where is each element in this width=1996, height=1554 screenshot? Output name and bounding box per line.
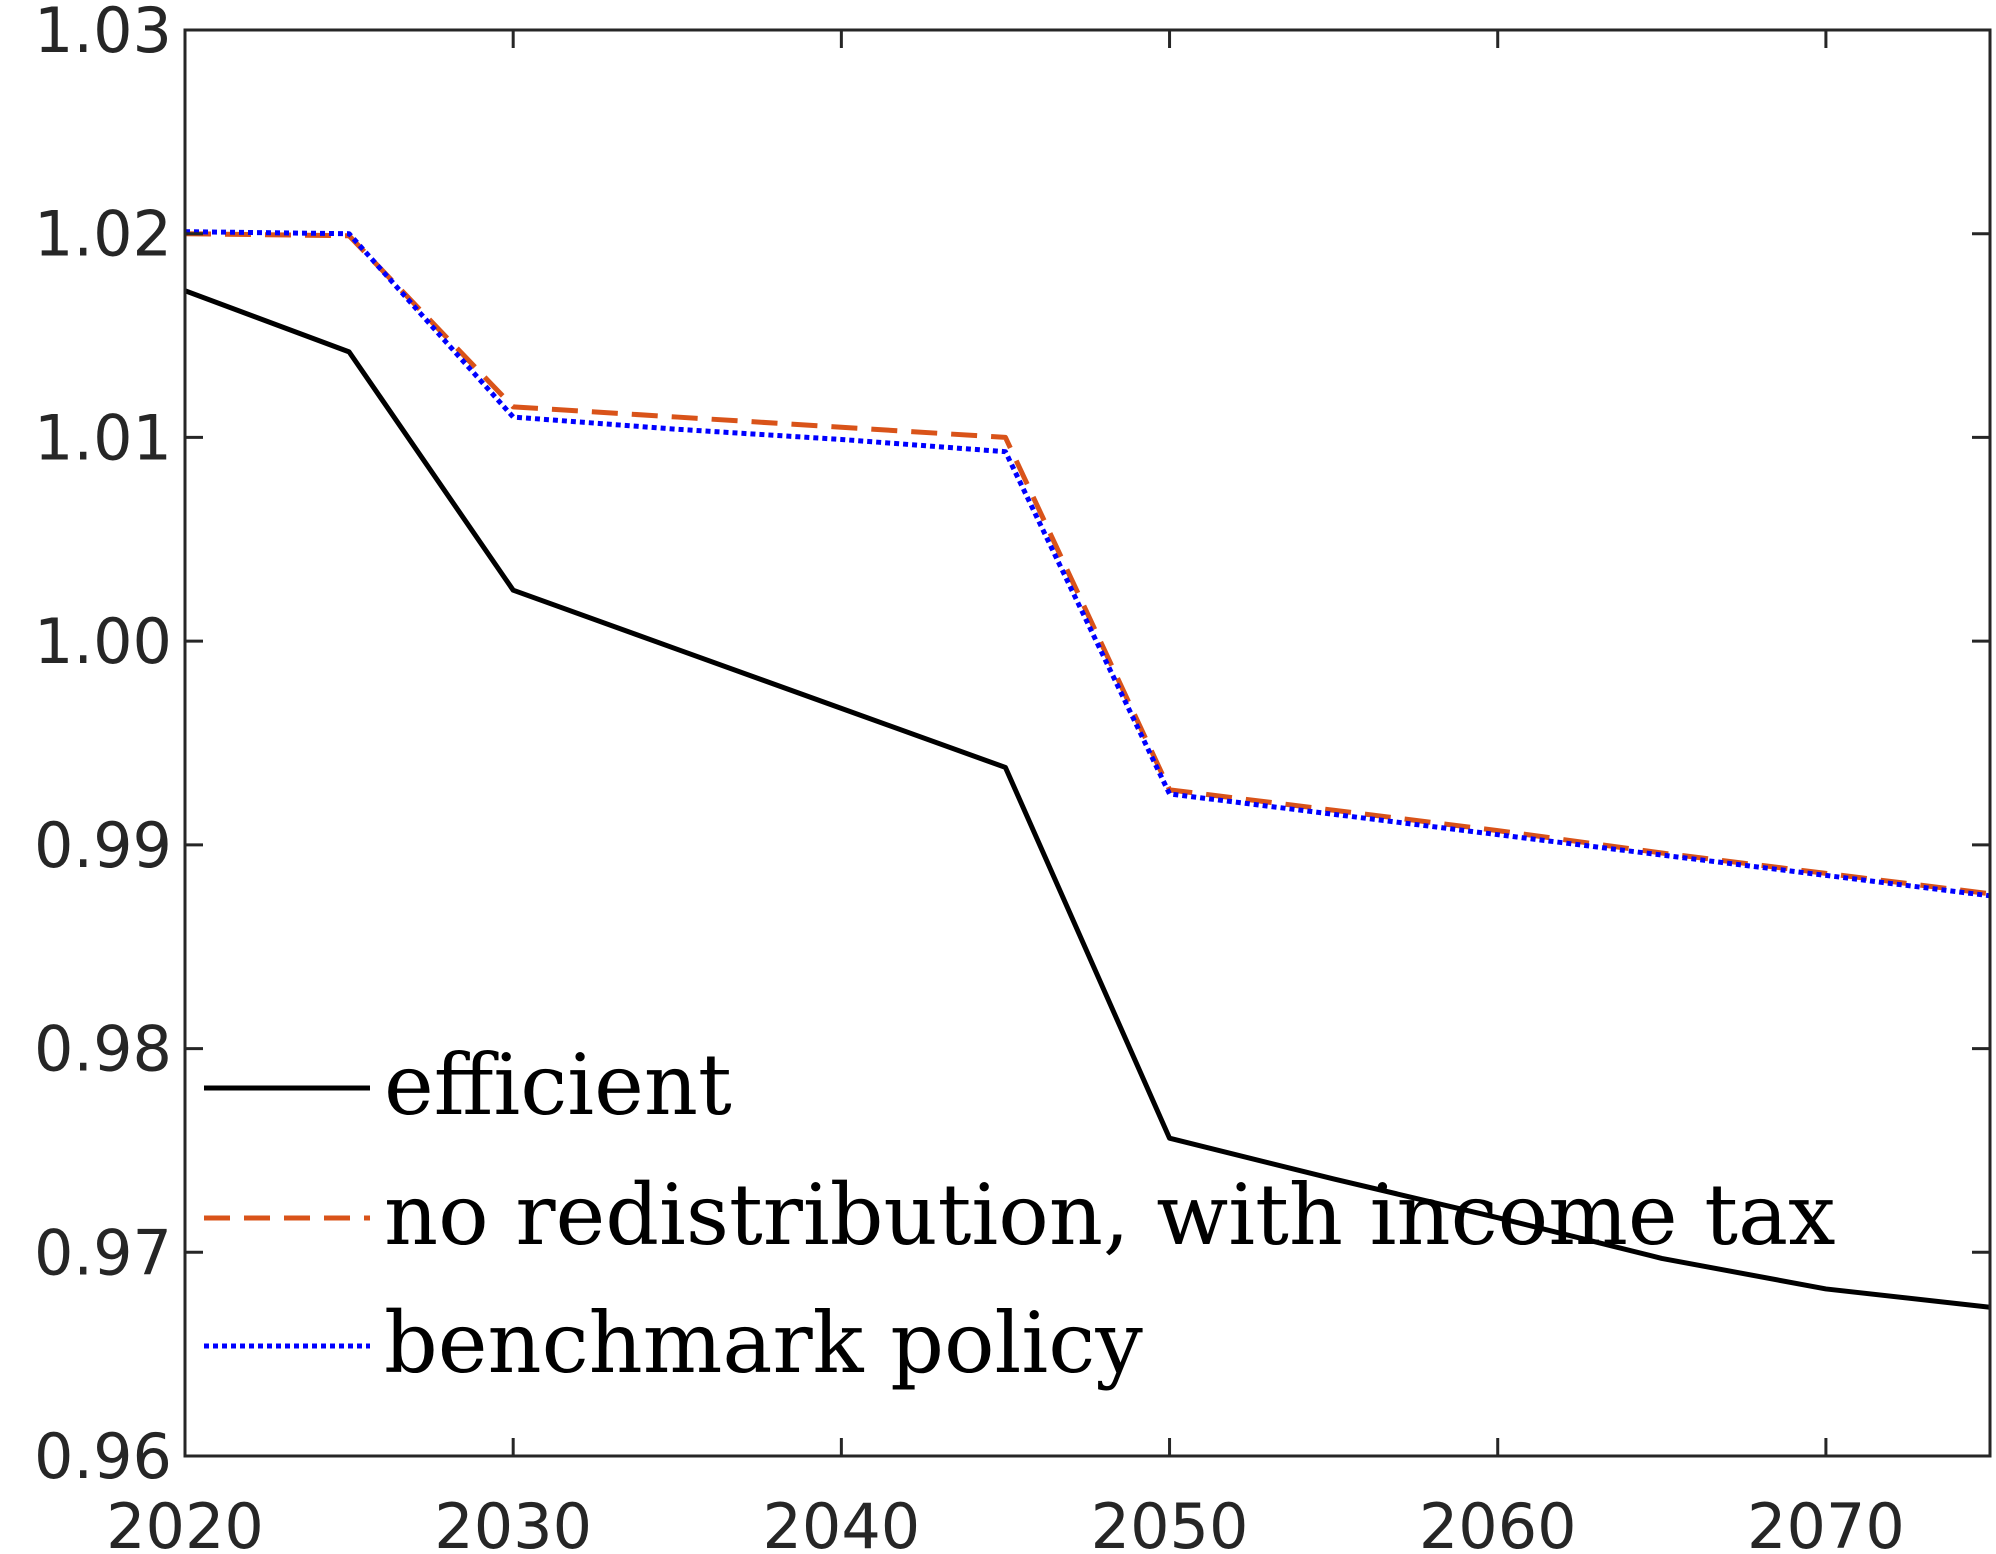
x-tick-label: 2070	[1747, 1490, 1905, 1554]
legend: efficient no redistribution, with income …	[204, 1036, 1836, 1392]
y-tick-label: 0.97	[34, 1216, 172, 1289]
x-tick-label: 2020	[106, 1490, 264, 1554]
y-tick-label: 1.02	[34, 198, 172, 271]
series-line-benchmark-policy	[185, 229, 1990, 899]
legend-label: benchmark policy	[384, 1294, 1143, 1392]
y-tick-label: 1.00	[34, 605, 172, 678]
y-tick-label: 1.01	[34, 401, 172, 474]
ticks-layer: 2020 2030 2040 2050 2060 2070 0.96 0.97 0.98 0.99…	[34, 0, 1990, 1554]
x-tick-label: 2040	[762, 1490, 920, 1554]
y-tick-label: 0.96	[34, 1420, 172, 1493]
x-tick-label: 2030	[434, 1490, 592, 1554]
x-tick-label: 2050	[1091, 1490, 1249, 1554]
legend-label: efficient	[384, 1036, 732, 1134]
legend-label: no redistribution, with income tax	[384, 1166, 1836, 1264]
x-tick-label: 2060	[1419, 1490, 1577, 1554]
series-line-efficient	[185, 288, 1990, 1310]
y-tick-label: 0.98	[34, 1013, 172, 1086]
series-layer	[185, 229, 1990, 1310]
plot-area-frame	[183, 28, 1992, 1458]
y-tick-label: 1.03	[34, 0, 172, 67]
y-tick-label: 0.99	[34, 809, 172, 882]
series-line-no-redistribution-with-income-tax	[185, 231, 1990, 897]
